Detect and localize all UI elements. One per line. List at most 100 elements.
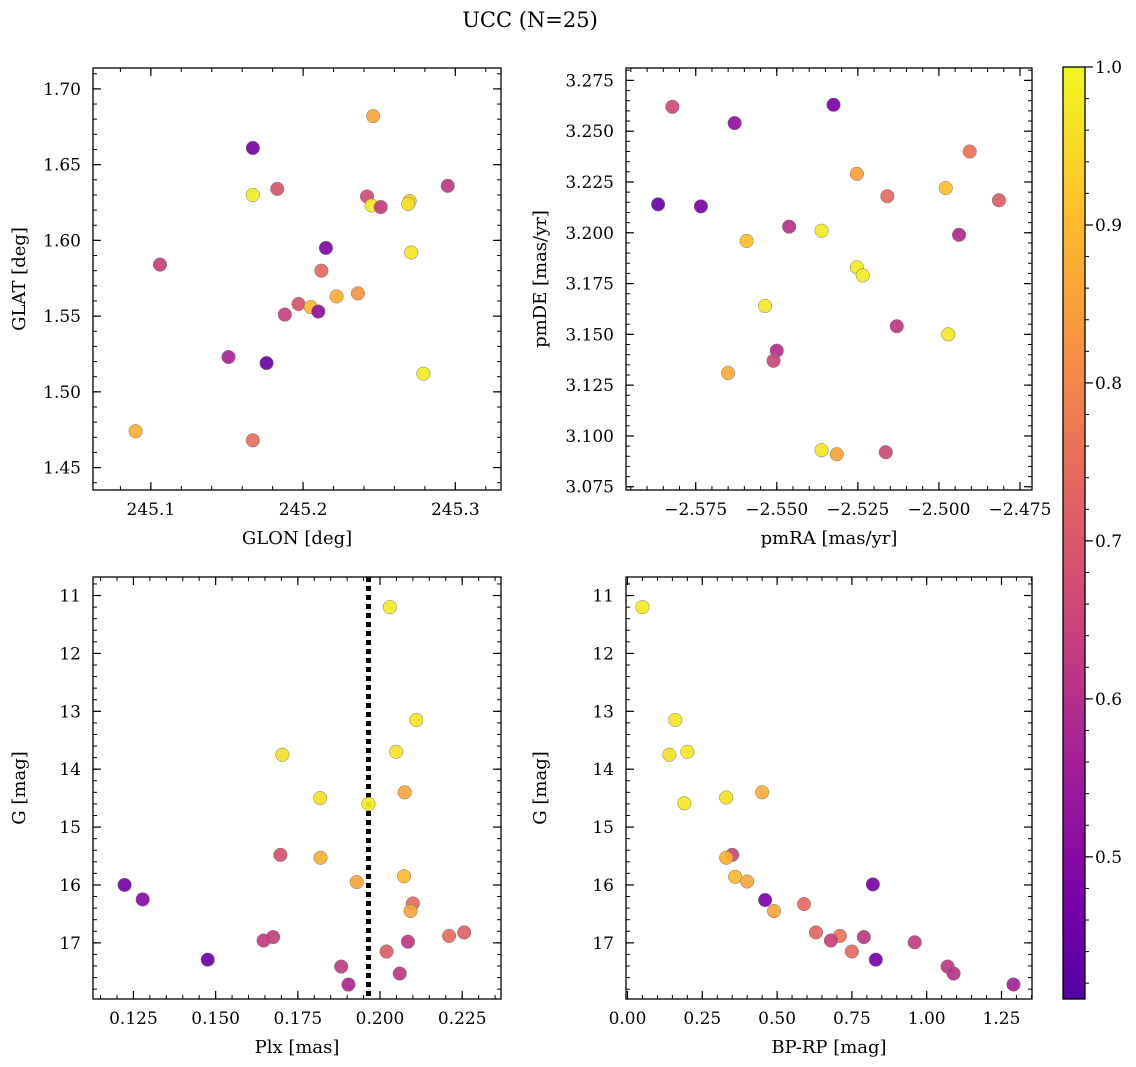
data-point [277,307,292,322]
data-point [758,892,773,908]
data-point [152,257,168,272]
data-point [758,298,773,313]
data-point [221,349,236,365]
y-tick-label: 1.70 [43,80,81,100]
colorbar-tick-label: 0.7 [1095,532,1122,552]
data-point [396,869,412,884]
x-tick-label: 1.25 [983,1009,1021,1029]
y-tick-label: 3.075 [565,478,614,498]
data-point [318,240,333,255]
data-point [728,869,743,884]
x-axis-label: Plx [mas] [255,1037,340,1058]
data-point [397,785,412,800]
figure-title: UCC (N=25) [462,8,598,32]
y-axis-label: GLAT [deg] [9,227,30,331]
data-point [361,796,376,811]
data-point [382,600,397,615]
data-point [856,930,871,945]
data-point [680,744,695,759]
y-tick-label: 3.100 [565,427,614,447]
data-point [635,600,650,615]
data-point [273,847,288,862]
axes-frame [625,67,1033,491]
data-point [662,747,677,762]
data-point [951,227,967,242]
y-tick-label: 1.65 [43,156,81,176]
data-point [379,944,394,959]
data-point [849,166,864,181]
data-point [349,875,364,890]
data-point [782,219,797,234]
x-tick-label: 245.3 [431,500,480,520]
y-tick-label: 14 [59,760,81,780]
data-point [814,443,829,458]
data-point [865,877,880,892]
x-axis-label: BP-RP [mag] [771,1037,886,1058]
axes-frame [92,576,502,1000]
data-point [668,712,683,728]
y-tick-label: 13 [59,702,81,722]
colorbar-tick-label: 1.0 [1095,58,1122,78]
data-point [844,944,859,959]
data-point [991,193,1006,208]
colorbar-gradient [1063,67,1085,999]
data-point [389,744,404,759]
x-tick-label: 0.175 [273,1009,322,1029]
x-tick-label: −2.550 [745,500,808,520]
x-tick-label: 0.25 [683,1009,721,1029]
data-point [409,712,424,728]
x-tick-label: 0.125 [109,1009,158,1029]
y-tick-label: 1.50 [43,383,81,403]
y-axis-label: pmDE [mas/yr] [530,210,551,348]
data-point [719,850,734,865]
data-point [1006,977,1021,992]
data-point [117,877,132,893]
y-tick-label: 12 [59,644,81,664]
data-point [245,433,260,448]
x-tick-label: −2.475 [989,500,1052,520]
data-point [814,223,829,238]
data-point [878,445,893,460]
data-point [880,189,895,204]
y-tick-label: 11 [59,587,81,607]
x-tick-label: 0.50 [758,1009,796,1029]
data-point [373,200,388,215]
axes-frame [92,67,502,491]
data-point [403,903,418,919]
x-tick-label: 0.150 [191,1009,240,1029]
data-point [440,178,455,193]
data-point [457,925,472,940]
colorbar-tick-label: 0.8 [1095,374,1122,394]
data-point [275,747,290,762]
data-point [259,356,274,371]
x-tick-label: 0.225 [438,1009,487,1029]
data-point [128,424,143,439]
axes-frame [625,576,1033,1000]
x-tick-label: 245.1 [127,500,176,520]
data-point [313,791,328,806]
data-point [311,304,326,319]
colorbar-tick-label: 0.5 [1095,848,1122,868]
x-tick-label: −2.525 [826,500,889,520]
x-tick-label: −2.500 [907,500,970,520]
x-tick-label: −2.575 [664,500,727,520]
y-tick-label: 1.60 [43,231,81,251]
data-point [889,319,904,334]
colorbar-tick-label: 0.9 [1095,216,1122,236]
data-point [341,977,356,992]
data-point [401,196,416,212]
colorbar: 0.5 0.6 0.7 0.8 0.9 1.0 [1062,58,1122,1000]
data-point [808,925,824,940]
colorbar-frame [1062,66,1086,1000]
y-tick-label: 14 [592,760,614,780]
data-point [755,785,770,800]
y-tick-label: 16 [592,876,614,896]
y-tick-label: 1.45 [43,459,81,479]
panel-glon-glat: 245.1 245.2 245.3 1.45 1.50 1.55 1.60 1.65 1.70 G… [9,67,502,549]
panel-bprp-g: 0.00 0.25 0.50 0.75 1.00 1.25 11 12 13 14 15 16 17 BP… [530,576,1033,1058]
y-axis-label: G [mag] [530,751,551,824]
data-point [400,934,416,949]
data-point [767,903,782,919]
data-point [693,199,708,214]
